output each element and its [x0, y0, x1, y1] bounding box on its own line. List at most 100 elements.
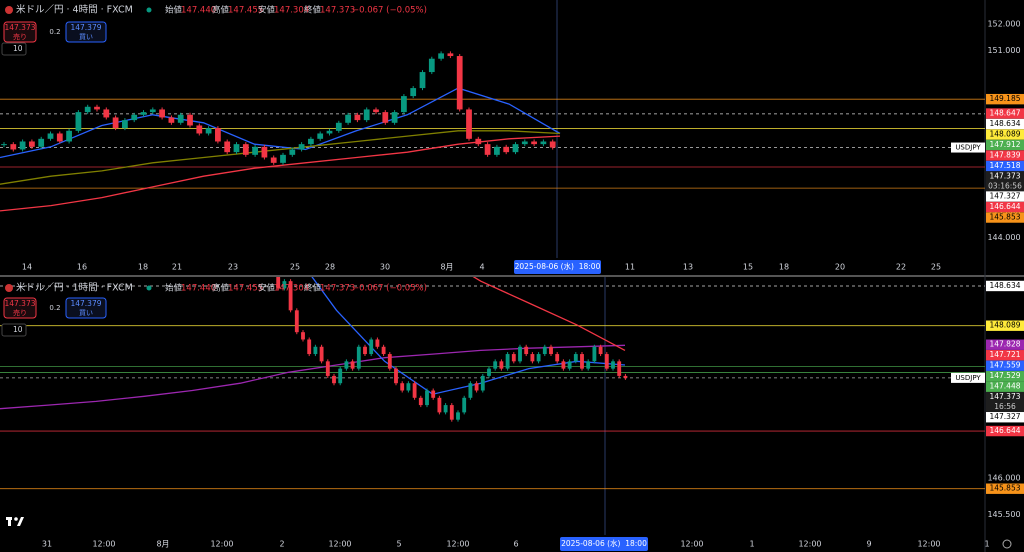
candle [224, 141, 231, 153]
candle [84, 106, 91, 113]
x-tick-label: 12:00 [328, 540, 351, 549]
x-tick-label: 8月 [156, 540, 169, 549]
candle [394, 368, 398, 384]
candle [382, 112, 389, 123]
price-label: 148.634 [989, 281, 1020, 290]
candle [261, 146, 268, 158]
candle [326, 130, 333, 134]
candle [338, 368, 343, 384]
candle [103, 109, 110, 118]
ohlc-open: 147.440 [181, 284, 216, 294]
price-label: 145.853 [989, 213, 1020, 222]
x-tick-label: 30 [380, 263, 390, 272]
x-tick-label: 25 [290, 263, 300, 272]
price-label: 147.529 [989, 371, 1020, 380]
candle [401, 96, 407, 113]
candle [542, 346, 547, 355]
price-label: 146.644 [989, 202, 1020, 211]
candle [369, 339, 374, 355]
ohlc-high-label: 高値 [212, 283, 230, 294]
ohlc-change: −0.067 (−0.05%) [352, 6, 427, 16]
countdown-label: 16:56 [994, 402, 1016, 411]
candle [270, 157, 277, 163]
candle [549, 346, 553, 355]
candle [289, 149, 296, 155]
price-label-bg [986, 93, 1024, 105]
x-tick-label: 12:00 [210, 540, 233, 549]
candle [363, 346, 367, 355]
candle [549, 141, 556, 148]
candle [573, 354, 578, 362]
symbol-tag [951, 142, 985, 153]
candle [466, 109, 472, 139]
indicator-toggle[interactable] [1, 42, 27, 56]
candle [410, 88, 417, 97]
buy-label: 買い [79, 33, 93, 41]
indicator-count: 10 [13, 325, 23, 334]
candle [29, 141, 35, 147]
x-tick-label: 16 [77, 263, 87, 272]
candle [10, 144, 17, 150]
candle [282, 281, 287, 289]
symbol-tag [951, 372, 985, 383]
x-tick-label: 1 [984, 540, 989, 549]
price-label-bg [986, 118, 1024, 130]
x-tick-label: 13 [683, 263, 693, 272]
price-label: 147.828 [989, 340, 1020, 349]
symbol-tag-label: USDJPY [955, 374, 981, 382]
candle [301, 332, 305, 340]
indicator-toggle[interactable] [1, 323, 27, 337]
sell-button[interactable] [3, 297, 37, 319]
sell-price: 147.373 [4, 23, 35, 32]
candle [332, 375, 336, 384]
candle [524, 346, 529, 355]
price-label-bg [986, 381, 1024, 392]
candle [418, 397, 423, 406]
x-tick-label: 31 [42, 540, 52, 549]
candle [617, 361, 622, 376]
ohlc-open-label: 始値 [165, 5, 183, 16]
current-price-label: 147.373 [989, 392, 1020, 401]
candle [456, 412, 460, 420]
price-label: 147.721 [989, 350, 1020, 359]
candle [623, 375, 628, 378]
candle [447, 53, 454, 57]
price-label: 149.185 [989, 94, 1020, 103]
current-price-label-bg [986, 171, 1024, 192]
price-label: 147.839 [989, 151, 1020, 160]
candle [487, 368, 491, 376]
candle [580, 354, 584, 369]
price-label-bg [986, 129, 1024, 140]
candle [438, 53, 444, 59]
candle [449, 405, 454, 420]
candle [437, 397, 442, 413]
symbol-title: 米ドル／円 · 1時間 · FXCM [16, 282, 133, 294]
x-tick-label: 5 [396, 540, 401, 549]
x-tick-label: 15 [743, 263, 753, 272]
price-label-bg [986, 339, 1024, 350]
buy-button[interactable] [65, 21, 107, 43]
settings-icon[interactable] [1002, 539, 1012, 549]
x-tick-label: 18 [138, 263, 148, 272]
x-tick-label: 12:00 [92, 540, 115, 549]
candle [499, 361, 504, 369]
candle [468, 383, 473, 398]
ohlc-change: −0.067 (−0.05%) [352, 284, 427, 294]
countdown-label: 03:16:56 [988, 181, 1022, 190]
candle [443, 405, 448, 413]
price-label-bg [986, 160, 1024, 172]
price-label: 148.089 [989, 130, 1020, 139]
crosshair-date-bg [560, 537, 648, 551]
candle [456, 56, 463, 110]
x-tick-label: 8月 [440, 263, 453, 272]
candle [168, 117, 175, 123]
candle [233, 144, 240, 153]
buy-button[interactable] [65, 297, 107, 319]
candle [518, 346, 522, 362]
sell-button[interactable] [3, 21, 37, 43]
candle [474, 383, 479, 391]
x-tick-label: 28 [325, 263, 335, 272]
buy-label: 買い [79, 309, 93, 317]
price-label-bg [986, 425, 1024, 437]
price-label-bg [986, 371, 1024, 382]
